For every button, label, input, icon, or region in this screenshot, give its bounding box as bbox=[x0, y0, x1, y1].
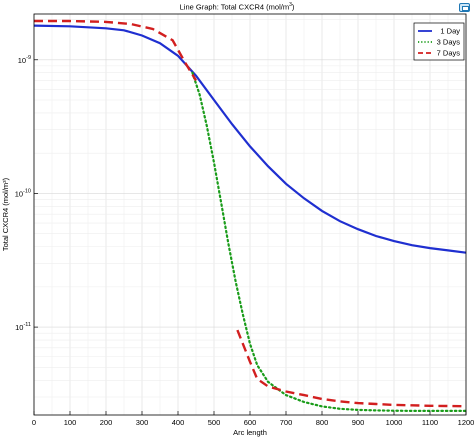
x-tick-label: 700 bbox=[280, 418, 293, 427]
x-tick-label: 800 bbox=[316, 418, 329, 427]
x-tick-label: 1100 bbox=[422, 418, 438, 427]
x-tick-label: 500 bbox=[208, 418, 221, 427]
legend-label-3-days: 3 Days bbox=[437, 38, 461, 47]
chart-title-end: ) bbox=[291, 2, 295, 12]
y-tick-label: 10-10 bbox=[15, 188, 31, 198]
series-line-1-day bbox=[33, 24, 467, 254]
x-axis-ticks: 0 100 200 300 400 500 600 700 800 900 1000 1100 1200 bbox=[32, 411, 474, 427]
y-axis-label: Total CXCR4 (mol/m³) bbox=[1, 177, 10, 251]
image-icon[interactable] bbox=[459, 3, 470, 12]
y-axis-ticks: 10-9 10-10 10-11 bbox=[15, 55, 38, 332]
x-tick-label: 300 bbox=[136, 418, 149, 427]
series-line-7-days-1 bbox=[34, 19, 198, 82]
x-tick-label: 1000 bbox=[386, 418, 403, 427]
legend-label-7-days: 7 Days bbox=[437, 49, 461, 58]
x-tick-label: 100 bbox=[64, 418, 77, 427]
chart-title-superscript: 3 bbox=[289, 2, 292, 8]
chart-title: Line Graph: Total CXCR4 (mol/m3) bbox=[0, 2, 474, 12]
chart-title-text: Line Graph: Total CXCR4 (mol/m bbox=[179, 2, 290, 12]
x-tick-label: 600 bbox=[244, 418, 257, 427]
x-tick-label: 0 bbox=[32, 418, 36, 427]
x-tick-label: 400 bbox=[172, 418, 185, 427]
x-tick-label: 200 bbox=[100, 418, 113, 427]
x-axis-label: Arc length bbox=[233, 428, 267, 437]
x-tick-label: 900 bbox=[352, 418, 365, 427]
y-tick-label: 10-11 bbox=[15, 322, 31, 332]
series-layer bbox=[33, 19, 468, 412]
y-tick-label: 10-9 bbox=[18, 55, 31, 65]
grid bbox=[33, 14, 467, 415]
legend-label-1-day: 1 Day bbox=[440, 27, 460, 36]
legend: 1 Day 3 Days 7 Days bbox=[413, 22, 465, 61]
series-line-3-days bbox=[191, 71, 468, 412]
series-line-7-days-2 bbox=[236, 329, 467, 408]
x-tick-label: 1200 bbox=[458, 418, 474, 427]
